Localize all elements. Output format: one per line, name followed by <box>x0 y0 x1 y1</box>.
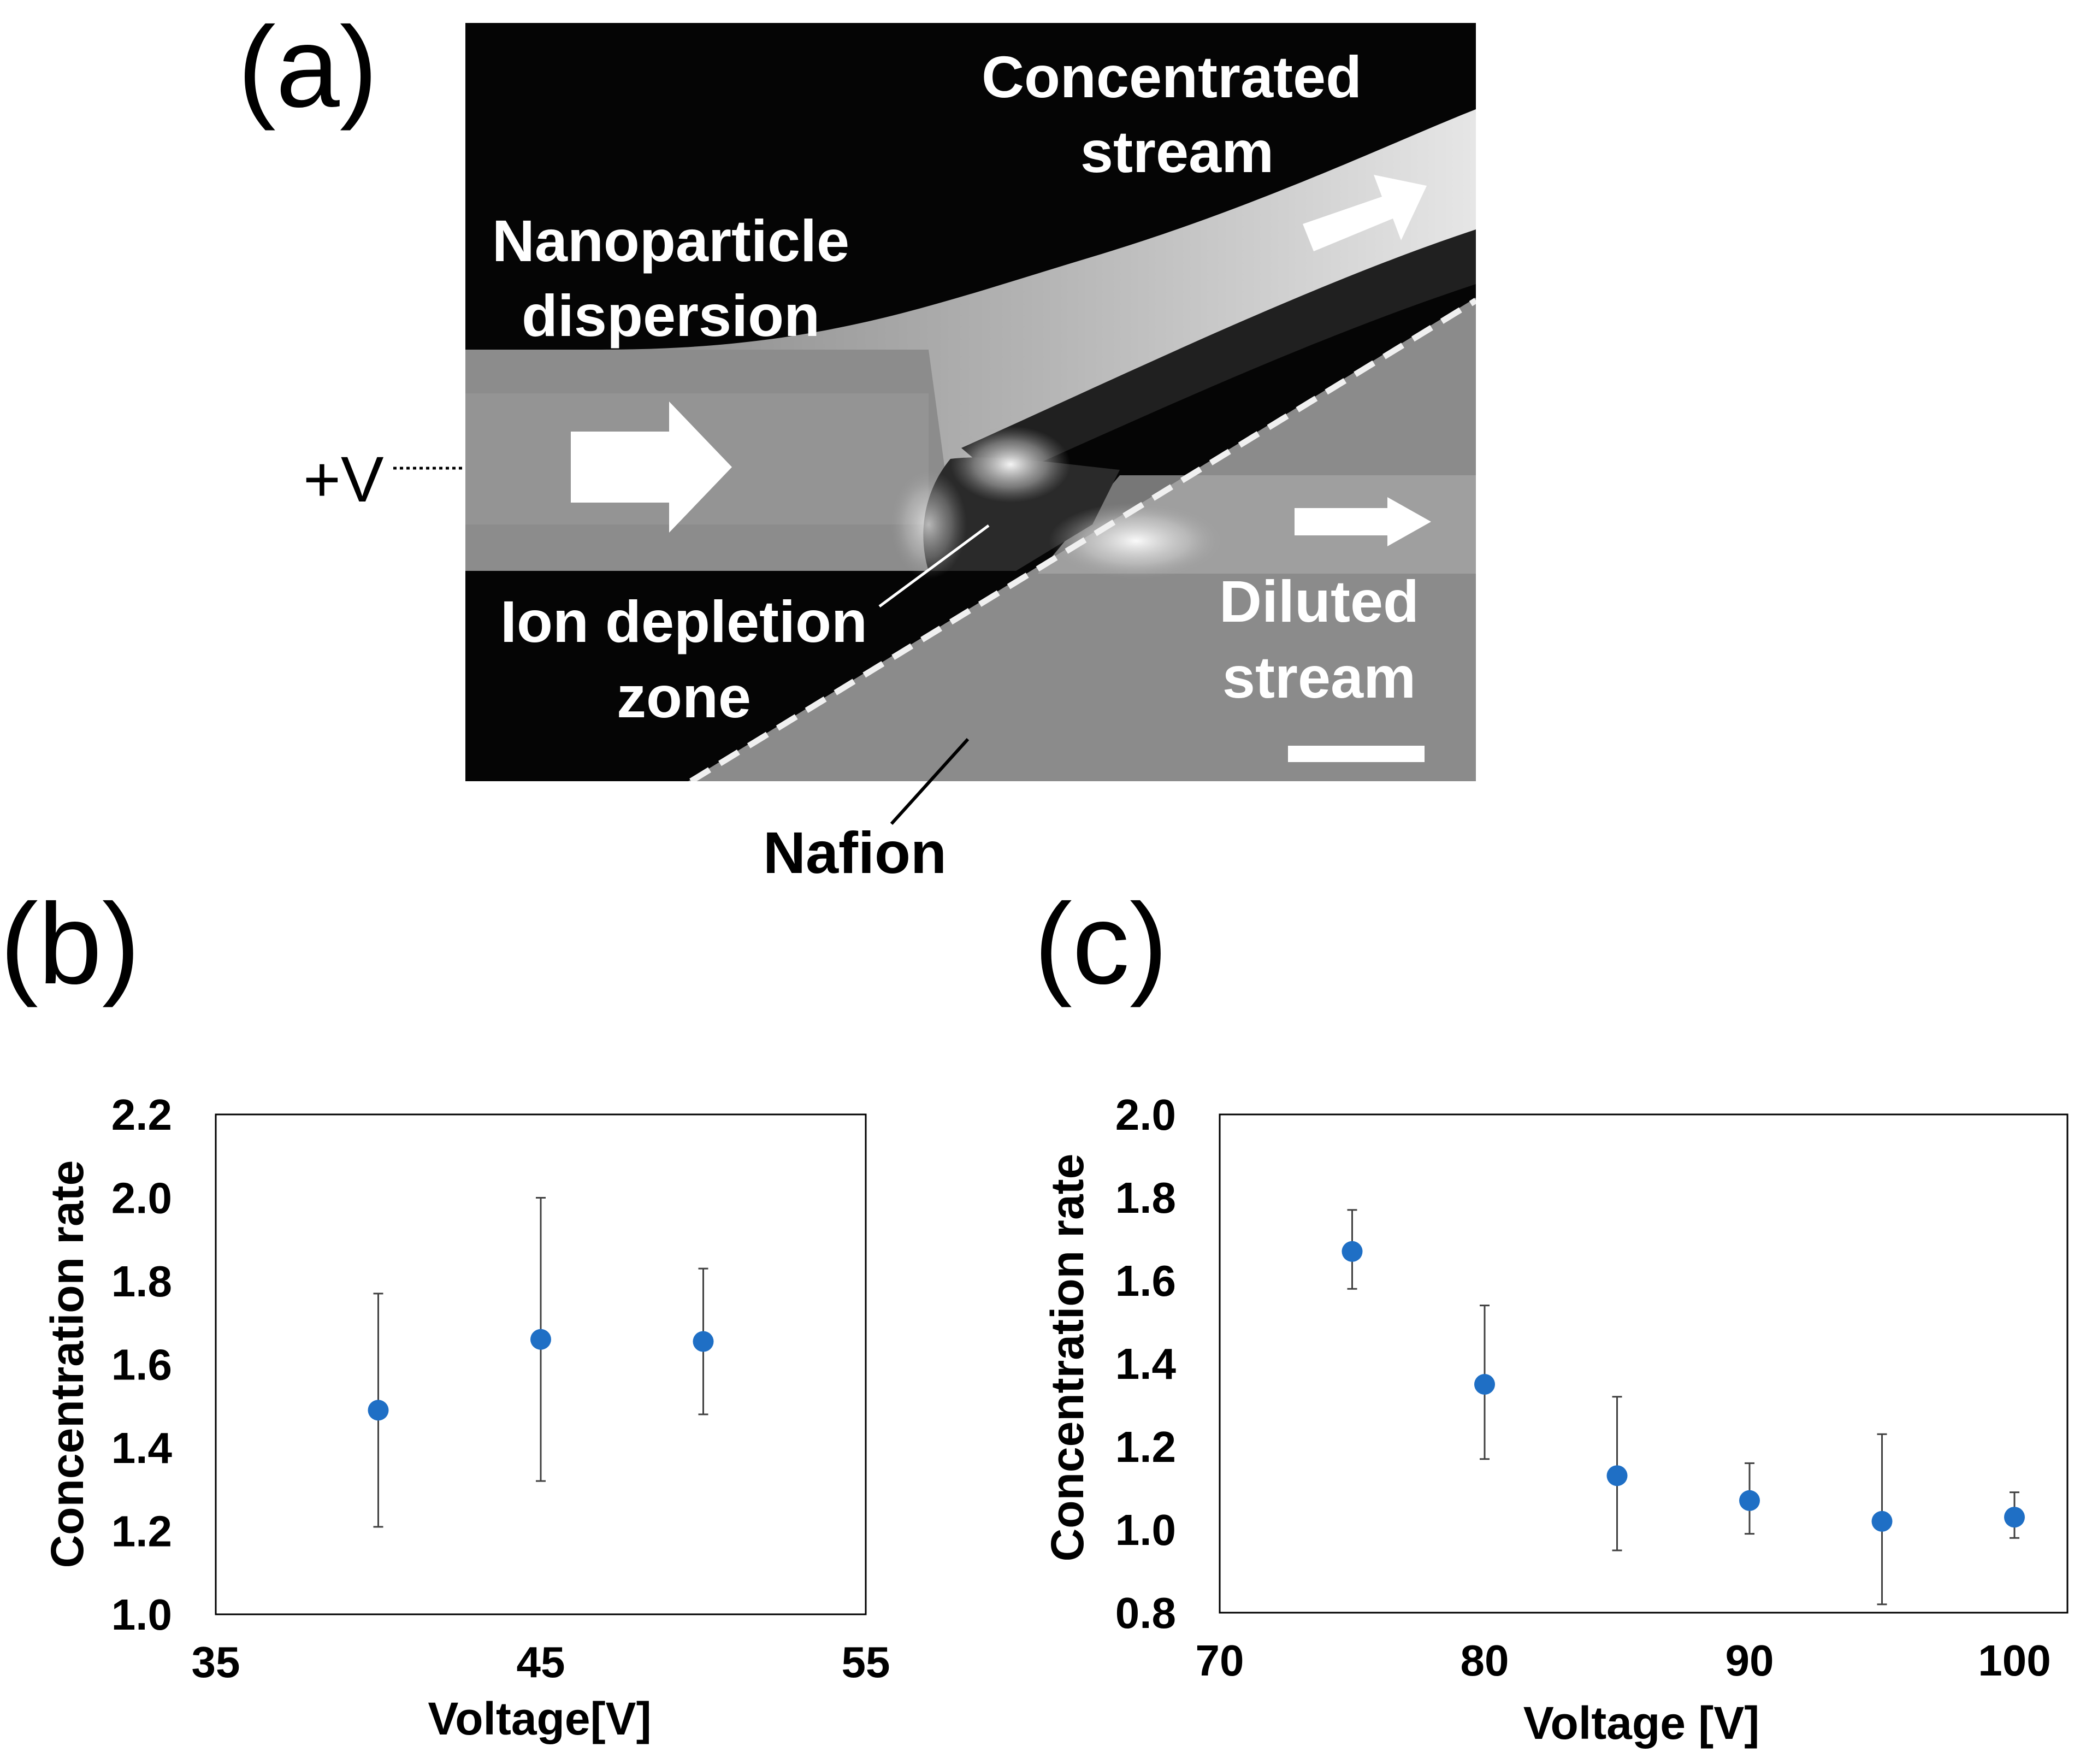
chart-c-xtick-2: 90 <box>1726 1636 1774 1685</box>
diluted-flow-arrow <box>1295 497 1431 546</box>
diluted-label-line2: stream <box>1222 644 1416 710</box>
chart-b-ytick-6: 2.2 <box>111 1090 172 1139</box>
chart-c-x-axis-label: Voltage [V] <box>1523 1697 1759 1749</box>
chart-c-point-4 <box>1871 1511 1893 1532</box>
scale-bar <box>1288 746 1425 762</box>
chart-c-xtick-0: 70 <box>1196 1636 1244 1685</box>
chart-c-xticks: 70 80 90 100 <box>1196 1636 2051 1685</box>
chart-b-plot-frame <box>215 1113 867 1615</box>
chart-c: 0.8 1.0 1.2 1.4 1.6 1.8 2.0 70 80 90 100… <box>1042 1090 2069 1749</box>
chart-c-marks <box>1342 1209 2025 1606</box>
chart-b-xtick-2: 55 <box>842 1638 890 1686</box>
ion-zone-pointer <box>878 524 990 608</box>
chart-c-point-3 <box>1739 1490 1760 1511</box>
nafion-pointer <box>890 738 970 825</box>
concentrated-label-line2: stream <box>1080 119 1274 185</box>
nafion-boundary-line <box>689 298 1476 781</box>
panel-b-label: (b) <box>0 880 140 1008</box>
chart-c-xtick-3: 100 <box>1978 1636 2051 1685</box>
chart-b-x-axis-label: Voltage[V] <box>428 1693 651 1744</box>
chart-c-point-1 <box>1474 1374 1495 1395</box>
chart-c-plot-frame <box>1219 1113 2069 1614</box>
chart-c-point-0 <box>1342 1241 1363 1262</box>
chart-b-ytick-4: 1.8 <box>111 1257 172 1306</box>
glow-spot-left <box>890 470 967 579</box>
dark-channel-wall <box>961 229 1476 481</box>
concentrated-flow-arrow <box>1303 175 1427 251</box>
chart-c-point-5 <box>2004 1507 2025 1528</box>
concentrated-label-line1: Concentrated <box>982 44 1362 110</box>
chart-c-xtick-1: 80 <box>1461 1636 1509 1685</box>
chart-b-xtick-0: 35 <box>192 1638 240 1686</box>
chart-c-ytick-4: 1.6 <box>1115 1256 1176 1305</box>
chart-b-point-0 <box>368 1400 389 1421</box>
chart-b-xticks: 35 45 55 <box>192 1638 890 1686</box>
chart-b-y-axis-label: Concentration rate <box>42 1160 93 1568</box>
concentrated-stream-channel <box>601 109 1476 470</box>
chart-b: 1.0 1.2 1.4 1.6 1.8 2.0 2.2 35 45 55 Vol… <box>42 1090 890 1744</box>
chart-b-ytick-1: 1.2 <box>111 1507 172 1556</box>
chart-c-ytick-1: 1.0 <box>1115 1506 1176 1554</box>
chart-c-ytick-3: 1.4 <box>1115 1340 1177 1388</box>
ion-depletion-label-line2: zone <box>617 664 751 730</box>
chart-b-ytick-0: 1.0 <box>111 1590 172 1639</box>
diluted-label-line1: Diluted <box>1219 568 1419 634</box>
chart-c-y-axis-label: Concentration rate <box>1042 1154 1093 1562</box>
nafion-label: Nafion <box>763 819 947 886</box>
panel-a-label: (a) <box>238 3 378 131</box>
chart-b-point-1 <box>530 1329 551 1350</box>
chart-b-xtick-1: 45 <box>517 1638 565 1686</box>
nanoparticle-label-line1: Nanoparticle <box>492 208 849 274</box>
chart-c-yticks: 0.8 1.0 1.2 1.4 1.6 1.8 2.0 <box>1115 1090 1177 1637</box>
chart-c-ytick-2: 1.2 <box>1115 1423 1176 1471</box>
chart-b-ytick-3: 1.6 <box>111 1341 172 1389</box>
chart-b-point-2 <box>693 1331 714 1352</box>
chart-c-ytick-0: 0.8 <box>1115 1589 1176 1637</box>
chart-b-marks <box>368 1197 714 1528</box>
chart-c-ytick-6: 2.0 <box>1115 1090 1176 1139</box>
voltage-label: +V <box>303 444 384 516</box>
micrograph <box>465 23 1476 781</box>
chart-c-ytick-5: 1.8 <box>1115 1173 1176 1222</box>
nanoparticle-label-line2: dispersion <box>522 282 820 349</box>
chart-c-point-2 <box>1606 1465 1628 1486</box>
glow-spot-upper <box>950 426 1071 503</box>
chart-b-yticks: 1.0 1.2 1.4 1.6 1.8 2.0 2.2 <box>111 1090 173 1639</box>
panel-c-label: (c) <box>1034 880 1168 1008</box>
glow-spot-lower <box>1049 503 1224 579</box>
ion-depletion-label-line1: Ion depletion <box>500 588 867 654</box>
chart-b-ytick-5: 2.0 <box>111 1174 172 1223</box>
inlet-flow-arrow <box>571 402 732 533</box>
chart-b-ytick-2: 1.4 <box>111 1424 173 1472</box>
